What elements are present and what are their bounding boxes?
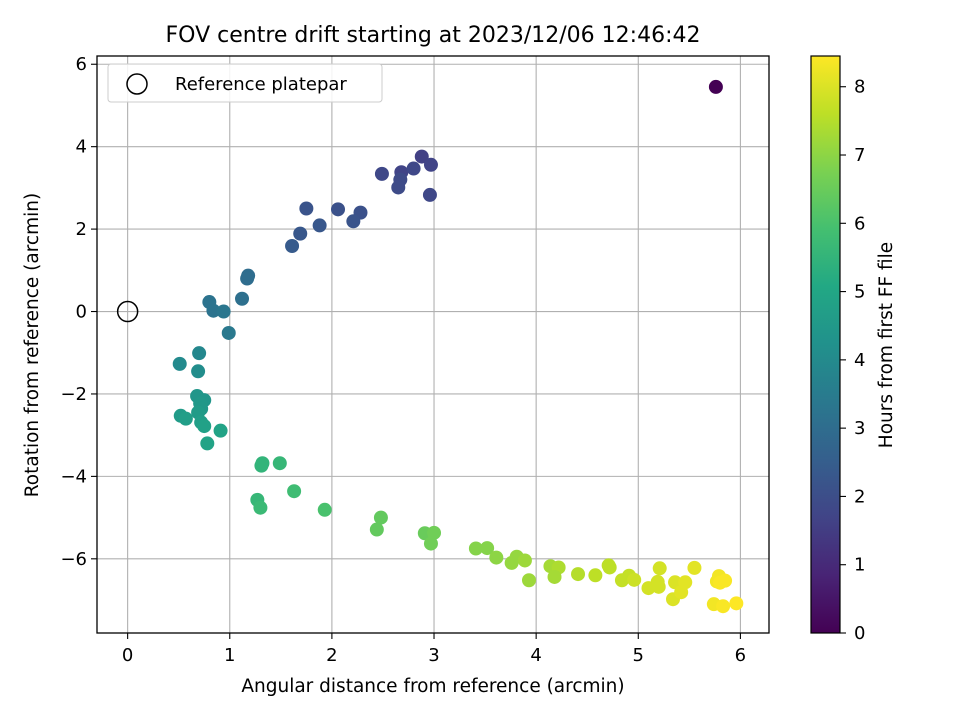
data-point [547, 569, 562, 584]
data-point [235, 291, 250, 306]
data-point [651, 579, 666, 594]
x-tick-label: 5 [633, 645, 644, 666]
data-point [285, 238, 300, 253]
data-point [178, 411, 193, 426]
y-tick-label: −2 [60, 384, 87, 405]
y-axis-label: Rotation from reference (arcmin) [22, 193, 43, 497]
legend-label-reference: Reference platepar [175, 74, 347, 95]
y-tick-label: 4 [76, 137, 87, 158]
data-point [489, 550, 504, 565]
data-point [422, 187, 437, 202]
data-point [517, 553, 532, 568]
colorbar-label: Hours from first FF file [876, 242, 897, 448]
data-points [116, 79, 744, 614]
colorbar-ticks: 0 1 2 3 4 5 6 7 8 [840, 77, 865, 644]
x-tick-label: 6 [735, 645, 746, 666]
data-point [346, 214, 361, 229]
data-point [718, 573, 733, 588]
data-point [414, 149, 429, 164]
data-point [687, 560, 702, 575]
data-point [221, 325, 236, 340]
colorbar-tick-label: 7 [854, 145, 865, 166]
legend-marker-reference [126, 73, 148, 95]
y-tick-label: −4 [60, 466, 87, 487]
colorbar-tick-label: 6 [854, 213, 865, 234]
x-tick-label: 3 [428, 645, 439, 666]
data-point [571, 567, 586, 582]
data-point [708, 79, 723, 94]
colorbar-tick-label: 4 [854, 350, 865, 371]
data-point [678, 575, 693, 590]
data-point [522, 573, 536, 588]
data-point [423, 157, 438, 172]
plot-frame [96, 55, 770, 634]
reference-marker [116, 300, 139, 323]
data-point [254, 458, 269, 473]
data-point [312, 218, 327, 233]
data-point [213, 423, 228, 438]
data-point [200, 436, 215, 451]
y-tick-label: 6 [76, 54, 87, 75]
colorbar-tick-label: 3 [854, 418, 865, 439]
data-point [716, 599, 731, 614]
y-tick-label: 2 [76, 219, 87, 240]
data-point [374, 166, 389, 181]
x-tick-label: 1 [224, 645, 235, 666]
colorbar-tick-label: 2 [854, 486, 865, 507]
data-point [191, 364, 206, 379]
data-point [423, 536, 438, 551]
data-point [287, 484, 302, 499]
data-point [588, 568, 603, 583]
y-tick-label: 0 [76, 302, 87, 323]
data-point [729, 596, 744, 611]
data-point [293, 226, 308, 241]
data-point [652, 561, 667, 576]
chart-title: FOV centre drift starting at 2023/12/06 … [166, 23, 701, 48]
data-point [480, 541, 495, 556]
data-point [240, 271, 255, 286]
data-point [253, 500, 268, 515]
data-point [427, 525, 442, 540]
data-point [216, 304, 231, 319]
colorbar-tick-label: 0 [854, 623, 865, 644]
data-point [468, 541, 483, 556]
x-tick-label: 2 [326, 645, 337, 666]
x-tick-label: 0 [122, 645, 133, 666]
data-point [369, 522, 384, 537]
legend: Reference platepar [107, 63, 383, 103]
legend-box [107, 63, 383, 103]
colorbar-tick-label: 8 [854, 77, 865, 98]
colorbar [810, 55, 841, 634]
x-tick-label: 4 [530, 645, 541, 666]
y-axis-ticks: −6 −4 −2 0 2 4 6 [60, 54, 97, 570]
data-point [331, 202, 346, 217]
data-point [172, 356, 187, 371]
data-point [206, 303, 221, 318]
x-axis-ticks: 0 1 2 3 4 5 6 [122, 633, 746, 666]
data-point [391, 180, 406, 195]
data-point [406, 161, 421, 176]
x-axis-label: Angular distance from reference (arcmin) [241, 676, 624, 697]
data-point [373, 510, 388, 525]
data-point [272, 456, 287, 471]
y-tick-label: −6 [60, 549, 87, 570]
data-point [602, 560, 617, 575]
data-point [627, 572, 642, 587]
data-point [317, 502, 332, 517]
colorbar-tick-label: 1 [854, 555, 865, 576]
colorbar-tick-label: 5 [854, 282, 865, 303]
data-point [192, 346, 207, 361]
data-point [197, 419, 212, 434]
data-point [299, 201, 314, 216]
